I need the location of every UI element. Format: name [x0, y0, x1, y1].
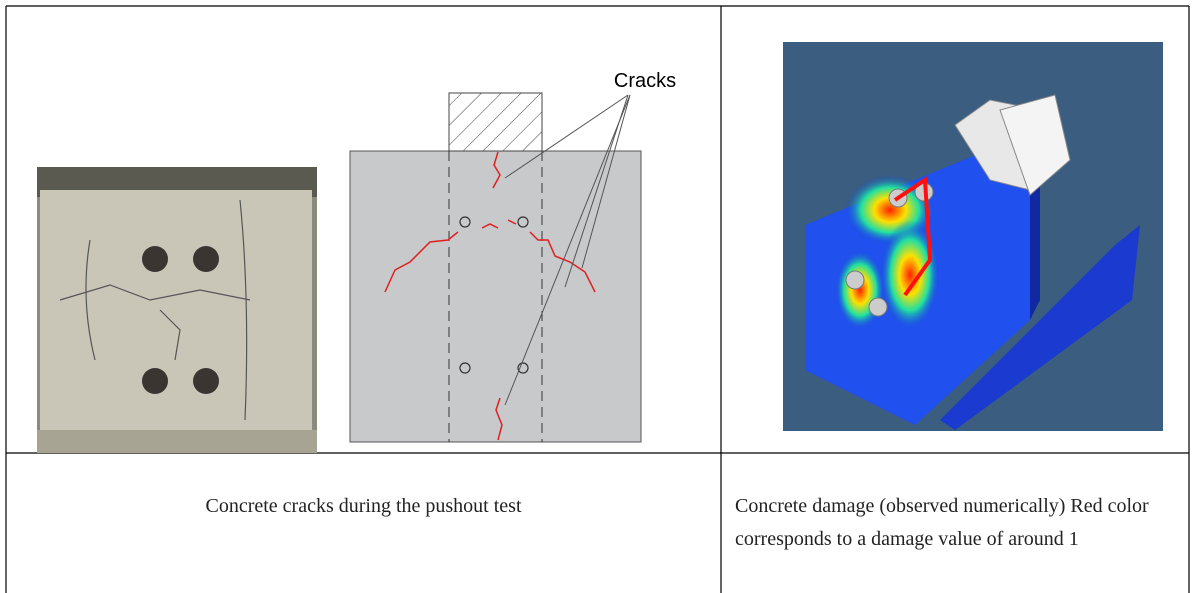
caption-right: Concrete damage (observed numerically) R…	[735, 490, 1175, 555]
specimen-photo	[37, 167, 317, 453]
page: Cracks Concrete cracks during the pushou…	[0, 0, 1193, 593]
crack-label: Cracks	[614, 70, 676, 92]
crack-schematic: Cracks	[350, 70, 676, 442]
fem-image	[783, 42, 1163, 431]
caption-left: Concrete cracks during the pushout test	[6, 490, 721, 523]
